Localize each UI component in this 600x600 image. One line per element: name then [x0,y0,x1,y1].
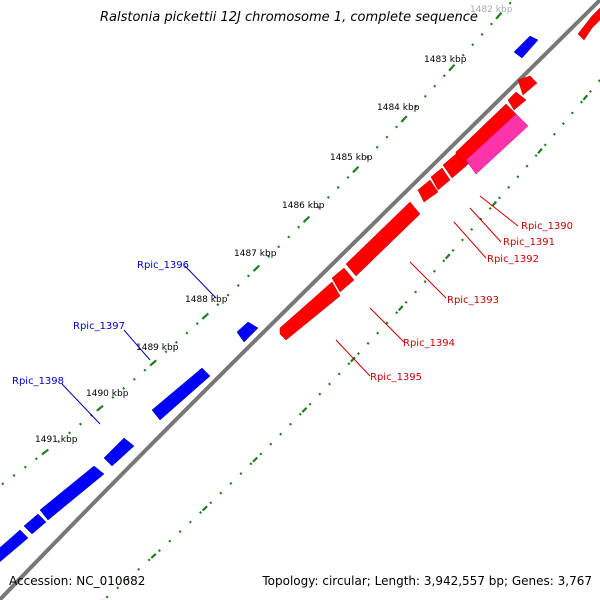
gene-segment-1-arrow[interactable] [39,465,105,521]
scale-label-1489: 1489 kbp [136,343,179,353]
gene-rpic-1393b-arrow[interactable] [417,179,439,203]
scale-label-1482: 1482 kbp [470,5,513,15]
gene-rpic-1394b-arrow[interactable] [331,267,355,293]
gene-rpic-1398-arrow[interactable] [103,437,135,467]
topology-summary: Topology: circular; Length: 3,942,557 bp… [262,574,592,588]
gene-label-rpic-1392[interactable]: Rpic_1392 [487,254,539,265]
gene-label-rpic-1396[interactable]: Rpic_1396 [137,260,189,271]
scale-label-1488: 1488 kbp [185,295,228,305]
gene-label-rpic-1390[interactable]: Rpic_1390 [521,221,573,232]
scale-label-1484: 1484 kbp [377,103,420,113]
gene-label-rpic-1391[interactable]: Rpic_1391 [503,237,555,248]
leader-rpic-1397 [123,329,151,361]
scale-label-1490: 1490 kbp [86,389,129,399]
gene-label-rpic-1393[interactable]: Rpic_1393 [447,295,499,306]
leader-rpic-1390 [479,195,519,227]
gene-segment-3-arrow[interactable] [0,529,29,566]
inner-tick-track [101,79,600,600]
leader-rpic-1392 [453,221,487,259]
map-title: Ralstonia pickettii 12J chromosome 1, co… [100,10,478,25]
gene-rpic-1390-arrow[interactable] [577,7,600,41]
gene-rpic-1394-arrow[interactable] [345,201,421,277]
leader-rpic-1395 [335,339,371,377]
gene-label-rpic-1397[interactable]: Rpic_1397 [73,321,125,332]
gene-rpic-1393-arrow[interactable] [430,167,451,191]
gene-rpic-1390-highlight[interactable] [465,113,529,175]
gene-rpic-1392b-arrow[interactable] [442,153,467,179]
gene-rpic-1395-arrow[interactable] [279,281,341,341]
leader-rpic-1396 [184,265,217,299]
scale-label-1487: 1487 kbp [234,249,277,259]
accession-text: Accession: NC_010682 [9,574,146,588]
scale-label-1485: 1485 kbp [330,153,373,163]
scale-label-1483: 1483 kbp [424,55,467,65]
scale-label-1491: 1491 kbp [35,435,78,445]
gene-top-arrow[interactable] [513,35,539,59]
gene-rpic-1391b-arrow[interactable] [507,91,527,111]
leader-rpic-1391 [469,207,502,243]
leader-rpic-1393 [409,261,447,299]
gene-label-rpic-1395[interactable]: Rpic_1395 [370,372,422,383]
gene-rpic-1397-arrow[interactable] [151,367,211,421]
leader-rpic-1398 [61,383,101,425]
scale-label-1486: 1486 kbp [282,201,325,211]
leader-rpic-1394 [369,307,405,343]
gene-rpic-1396-arrow[interactable] [236,321,259,343]
gene-segment-2-arrow[interactable] [23,513,47,535]
gene-label-rpic-1398[interactable]: Rpic_1398 [12,376,64,387]
gene-rpic-1391-arrow[interactable] [517,75,538,96]
gene-label-rpic-1394[interactable]: Rpic_1394 [403,338,455,349]
